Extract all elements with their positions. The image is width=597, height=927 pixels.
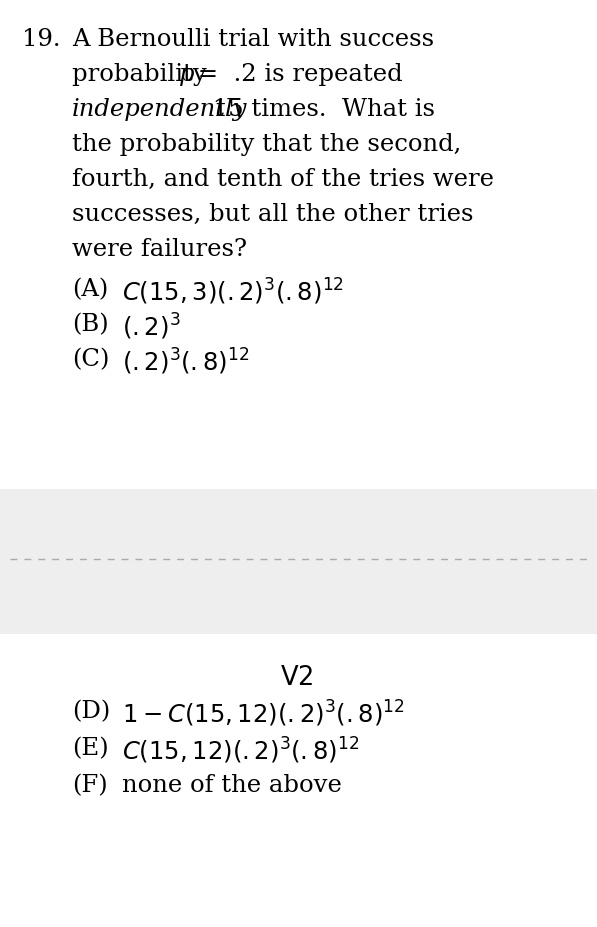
Text: 19.: 19. — [22, 28, 60, 51]
Text: $C(15,12)(.2)^{3}(.8)^{12}$: $C(15,12)(.2)^{3}(.8)^{12}$ — [122, 735, 359, 766]
Text: $(.2)^{3}(.8)^{12}$: $(.2)^{3}(.8)^{12}$ — [122, 347, 250, 376]
Text: A Bernoulli trial with success: A Bernoulli trial with success — [72, 28, 434, 51]
Text: successes, but all the other tries: successes, but all the other tries — [72, 203, 473, 226]
Text: independently: independently — [72, 98, 248, 121]
Text: none of the above: none of the above — [122, 773, 342, 796]
Text: probability: probability — [72, 63, 214, 86]
Bar — [0, 489, 597, 634]
Text: $1 - C(15,12)(.2)^{3}(.8)^{12}$: $1 - C(15,12)(.2)^{3}(.8)^{12}$ — [122, 698, 405, 729]
Text: (F): (F) — [72, 773, 107, 796]
Text: were failures?: were failures? — [72, 237, 247, 260]
Text: =  .2 is repeated: = .2 is repeated — [190, 63, 402, 86]
Text: 15 times.  What is: 15 times. What is — [205, 98, 435, 121]
Text: (C): (C) — [72, 348, 109, 371]
Text: the probability that the second,: the probability that the second, — [72, 133, 461, 156]
Text: (E): (E) — [72, 736, 109, 759]
Text: (D): (D) — [72, 699, 110, 722]
Text: $(.2)^{3}$: $(.2)^{3}$ — [122, 311, 180, 342]
Text: (A): (A) — [72, 278, 108, 300]
Text: fourth, and tenth of the tries were: fourth, and tenth of the tries were — [72, 168, 494, 191]
Text: (B): (B) — [72, 312, 109, 336]
Text: $C(15,3)(.2)^{3}(.8)^{12}$: $C(15,3)(.2)^{3}(.8)^{12}$ — [122, 276, 344, 307]
Text: p: p — [179, 63, 195, 86]
Text: $\mathregular{V2}$: $\mathregular{V2}$ — [281, 665, 313, 691]
